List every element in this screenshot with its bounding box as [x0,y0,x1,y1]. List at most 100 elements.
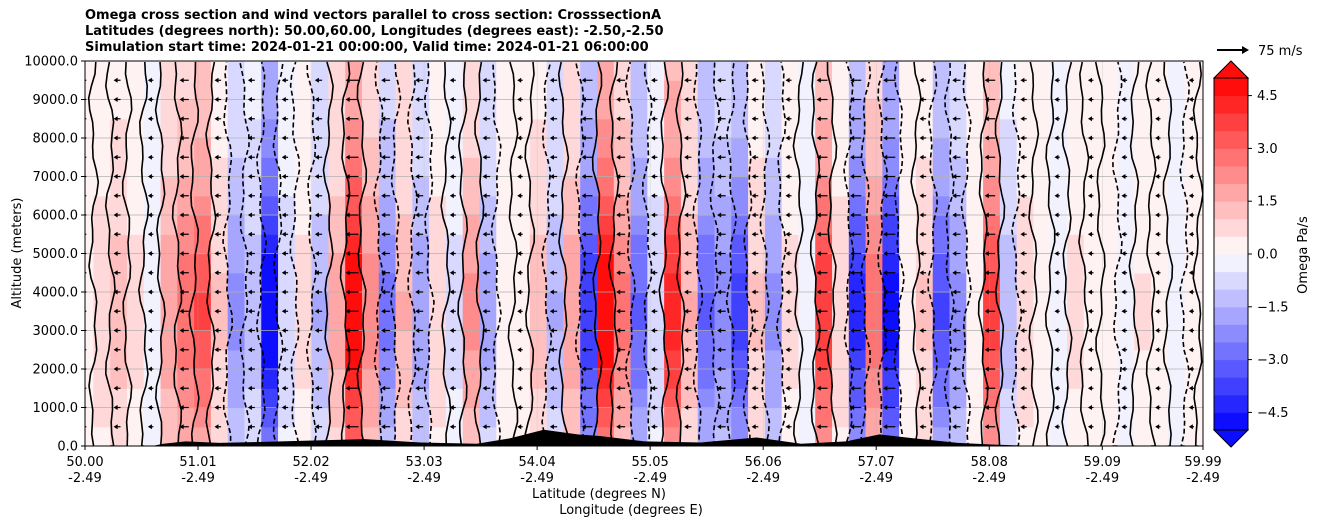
wind-vector-head [684,251,689,256]
wind-vector-head [449,251,454,256]
wind-vector-head [81,347,85,352]
field-cell [1184,215,1199,235]
field-cell [412,311,430,332]
wind-vector-head [785,154,790,160]
wind-vector-head [482,347,487,353]
x-tick-label-lat: 51.01 [179,455,216,470]
field-cell [1150,99,1169,120]
field-cell [999,118,1018,139]
field-cell [513,253,531,274]
wind-vector-head [1155,251,1160,256]
field-cell [177,61,195,81]
field-cell [647,369,665,389]
field-cell [1050,195,1068,216]
field-cell [1016,138,1035,158]
contour-line [541,61,553,446]
colorbar-segment [1214,95,1248,114]
wind-vector-head [1121,97,1126,102]
field-cell [311,80,330,101]
field-cell [865,407,883,428]
field-cell [664,388,682,409]
contour-line [1145,61,1157,446]
wind-vector-head [785,347,790,353]
wind-vector-head [883,270,888,276]
wind-vector-head [517,212,522,218]
wind-vector-head [179,154,184,160]
wind-vector-head [517,231,522,237]
field-cell [244,118,262,139]
field-cell [580,80,598,101]
wind-vector-head [381,405,386,410]
field-cell [429,426,447,446]
field-cell [361,234,380,255]
field-cell [580,215,598,235]
field-cell [781,157,800,178]
wind-vector-head [651,231,656,237]
field-cell [848,176,867,197]
field-cell [882,407,900,428]
field-cell [832,407,850,428]
field-cell [110,215,128,235]
y-tick-label: 6000.0 [33,209,79,224]
contour-line [809,61,821,446]
wind-vector-head [1188,366,1193,372]
field-cell [429,330,447,351]
field-cell [580,311,598,332]
field-cell [1100,311,1118,332]
field-cell [983,292,1001,312]
field-cell [1083,234,1102,255]
wind-vector-head [919,405,924,410]
wind-vector-head [381,270,386,276]
field-cell [613,272,632,293]
colorbar-tick-label: −3.0 [1257,353,1289,368]
wind-vector-head [179,405,184,410]
field-cell [429,157,447,178]
wind-vector-head [482,424,487,430]
wind-vector-head [717,77,722,83]
contour-lines [87,61,1203,446]
wind-vector-head [81,78,85,83]
wind-vector-head [214,289,219,295]
field-cell [1117,330,1135,351]
field-cell [848,369,867,389]
field-cell [832,99,850,120]
field-cell [513,388,531,409]
field-cell [479,369,497,389]
wind-vector-head [314,328,319,333]
field-cell [630,369,648,389]
contour-line [557,61,570,446]
field-cell [1067,118,1085,139]
field-cell [1067,426,1085,446]
field-cell [378,388,397,409]
field-cell [93,369,111,389]
field-cell [412,272,430,293]
field-cell [932,234,951,255]
wind-vector-head [314,154,319,160]
field-cell [395,311,413,332]
field-cell [294,157,313,178]
x-axis-ticks: 50.00-2.4951.01-2.4952.02-2.4953.03-2.49… [66,446,1222,486]
field-cell [731,272,749,293]
field-cell [697,253,716,274]
wind-vector-head [984,385,989,391]
colorbar-segment [1214,342,1248,361]
wind-vector-head [616,193,621,199]
wind-vector-head [281,251,286,256]
field-cell [445,253,464,274]
field-cell [1067,138,1085,158]
wind-vector-head [1020,385,1025,391]
field-cell [177,80,195,101]
field-cell [999,311,1018,332]
wind-vector-head [616,366,621,372]
wind-vector-head [449,270,454,276]
wind-vector-head [415,77,420,83]
wind-vector-head [1087,270,1092,276]
field-cell [1167,80,1186,101]
wind-vector-head [883,212,888,218]
field-cell [647,176,665,197]
field-cell [563,118,581,139]
wind-vector-head [581,212,586,218]
field-cell [1117,118,1135,139]
contour-line [759,61,771,446]
field-cell [1100,253,1118,274]
